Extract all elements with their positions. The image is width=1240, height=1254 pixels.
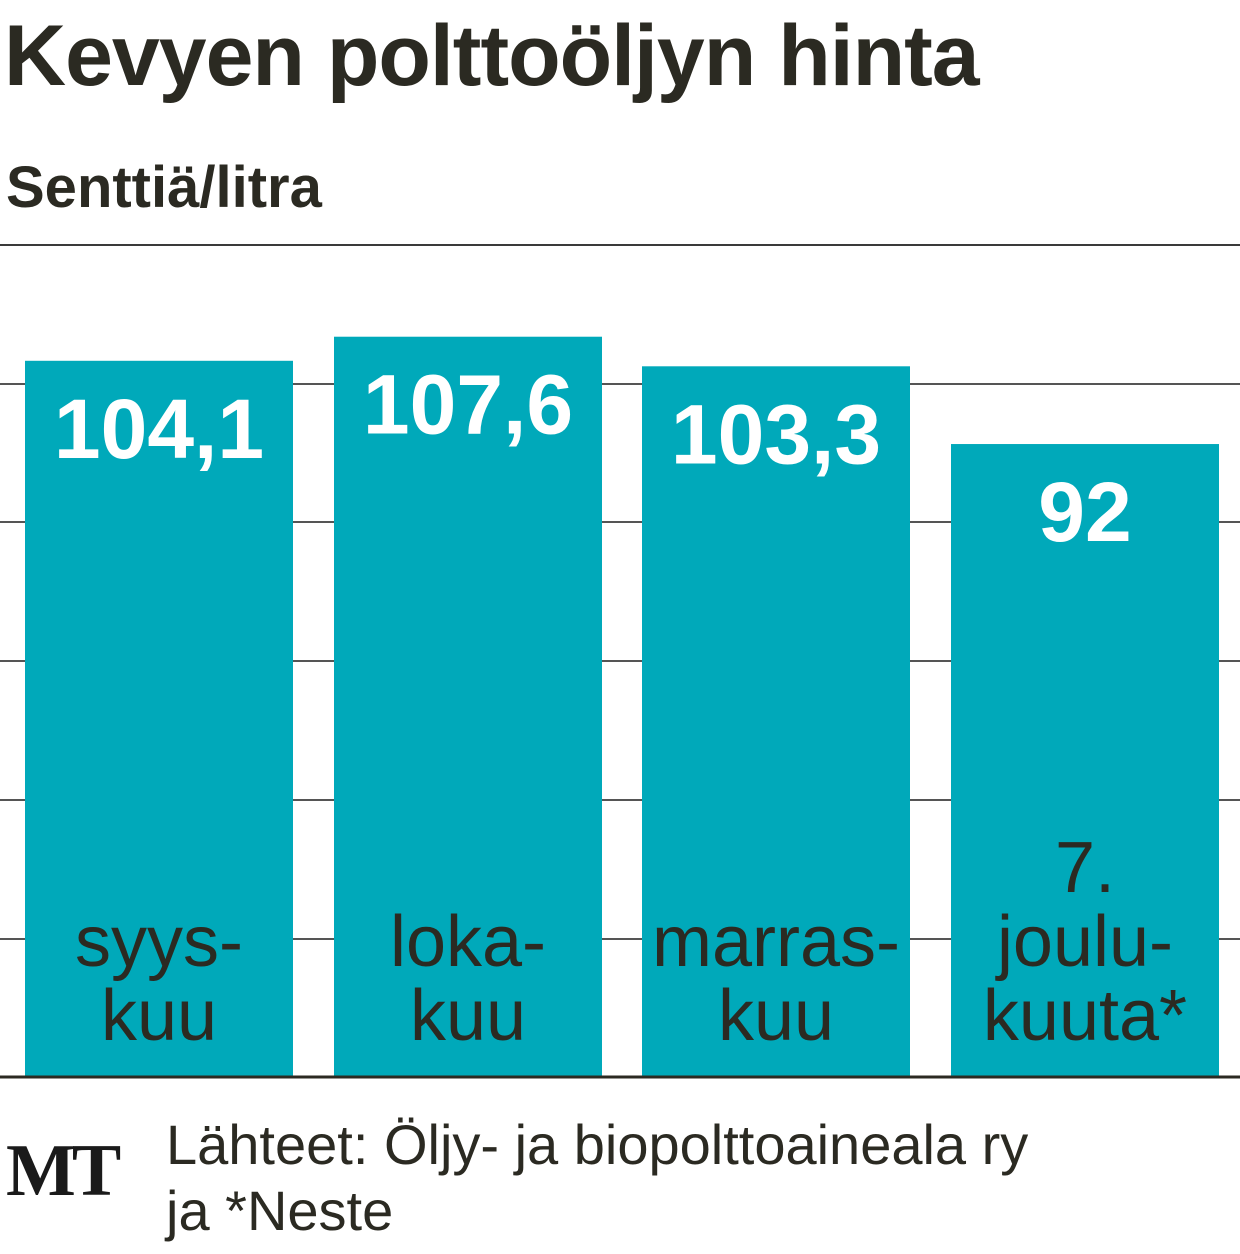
- category-label: marras-: [652, 902, 900, 982]
- source-note: Lähteet: Öljy- ja biopolttoaineala ry ja…: [166, 1112, 1236, 1244]
- category-label: loka-: [390, 902, 546, 982]
- category-label: kuu: [410, 976, 526, 1056]
- bar-value-label: 104,1: [54, 382, 264, 476]
- bar-value-label: 92: [1038, 465, 1131, 559]
- bar-value-label: 107,6: [363, 358, 573, 452]
- bar-value-label: 103,3: [671, 387, 881, 481]
- bar-2: [334, 336, 602, 1077]
- bar-4: [951, 444, 1219, 1077]
- bar-3: [642, 366, 910, 1077]
- source-line-1: Lähteet: Öljy- ja biopolttoaineala ry: [166, 1113, 1029, 1176]
- category-label: syys-: [75, 902, 243, 982]
- category-label: kuu: [718, 976, 834, 1056]
- category-label: kuuta*: [983, 976, 1187, 1056]
- source-line-2: ja *Neste: [166, 1179, 394, 1242]
- mt-logo: MT: [6, 1130, 121, 1212]
- category-label: kuu: [101, 976, 217, 1056]
- bar-1: [25, 360, 293, 1077]
- category-label: joulu-: [995, 902, 1173, 982]
- chart-title: Kevyen polttoöljyn hinta: [4, 8, 980, 104]
- chart-footer: MT Lähteet: Öljy- ja biopolttoaineala ry…: [0, 1112, 1240, 1254]
- chart-subtitle: Senttiä/litra: [6, 155, 322, 220]
- category-label: 7.: [1055, 828, 1115, 908]
- top-divider: [0, 244, 1240, 246]
